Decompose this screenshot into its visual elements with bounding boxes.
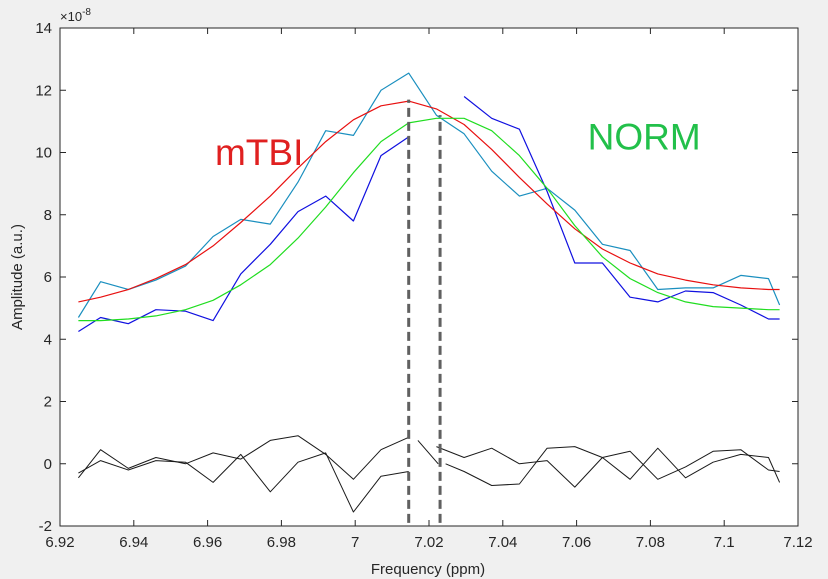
series-line-2 [78, 96, 780, 333]
x-tick-label: 7.08 [636, 534, 665, 551]
series-line-5 [78, 435, 780, 488]
x-tick-label: 7.12 [783, 534, 812, 551]
axes: 6.92 6.94 6.96 6.98 7 7.02 7.04 7.06 7.08 7.1 7.12… [35, 20, 812, 551]
annotation-mtbi: mTBI [215, 132, 303, 173]
y-tick-label: -2 [39, 518, 52, 535]
series-line-6 [78, 440, 781, 513]
x-tick-label: 7.1 [714, 534, 735, 551]
y-tick-label: 4 [44, 331, 52, 348]
annotations: mTBI NORM [215, 116, 701, 173]
y-tick-label: 2 [44, 394, 52, 411]
series-layer [77, 72, 781, 513]
y-axis-label: Amplitude (a.u.) [9, 224, 26, 330]
x-tick-label: 6.92 [45, 534, 74, 551]
y-tick-label: 8 [44, 207, 52, 224]
series-line-4 [78, 117, 780, 322]
x-tick-label: 6.96 [193, 534, 222, 551]
plot-area [60, 28, 798, 526]
y-tick-label: 0 [44, 456, 52, 473]
x-tick-label: 7.04 [488, 534, 517, 551]
x-tick-label: 6.98 [267, 534, 296, 551]
annotation-norm: NORM [588, 116, 701, 157]
y-tick-label: 10 [35, 145, 52, 162]
x-axis-label: Frequency (ppm) [371, 561, 485, 578]
reference-lines [407, 99, 442, 523]
series-line-1 [77, 72, 781, 318]
x-tick-label: 7 [351, 534, 359, 551]
y-axis-exponent: ×10-8 [60, 7, 91, 24]
series-line-3 [78, 100, 780, 303]
y-tick-label: 14 [35, 20, 52, 37]
x-tick-label: 6.94 [119, 534, 148, 551]
x-tick-label: 7.02 [414, 534, 443, 551]
y-tick-label: 12 [35, 82, 52, 99]
y-tick-label: 6 [44, 269, 52, 286]
x-tick-label: 7.06 [562, 534, 591, 551]
